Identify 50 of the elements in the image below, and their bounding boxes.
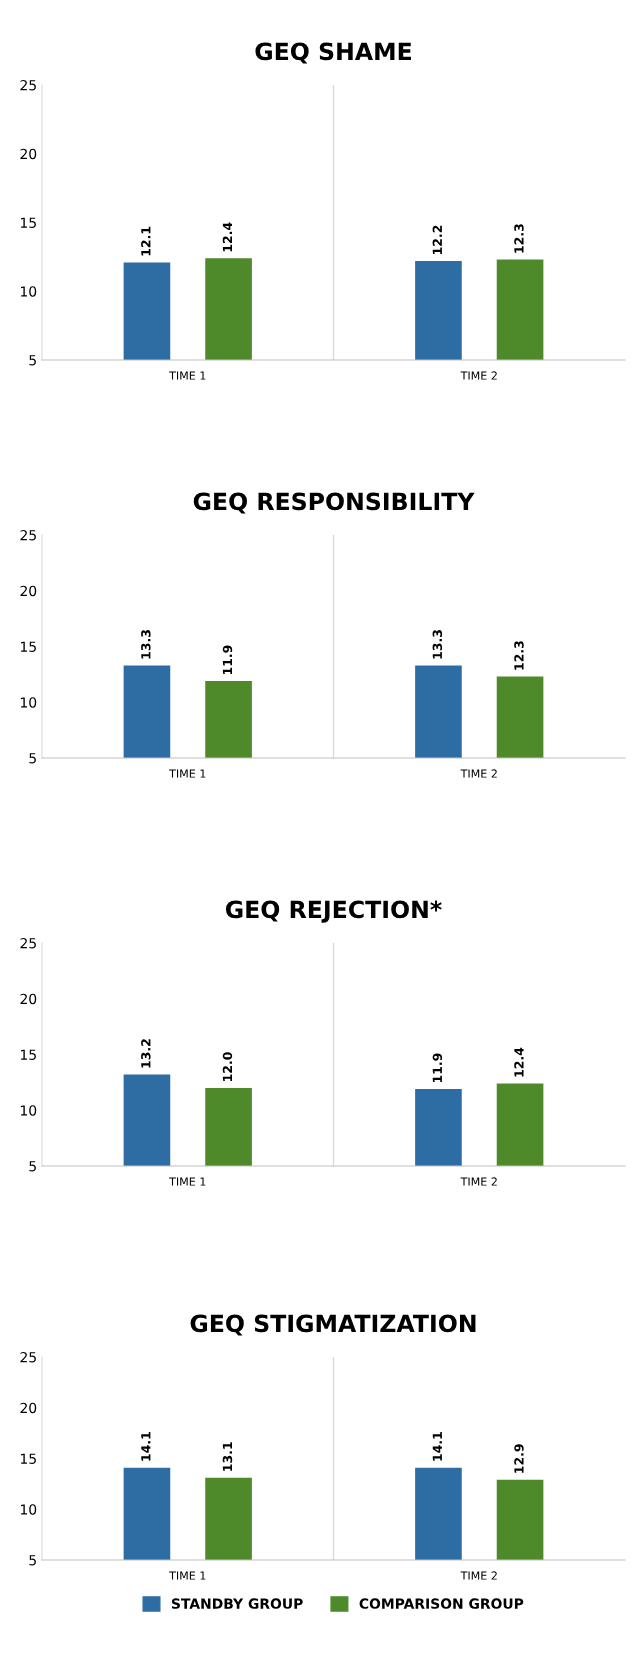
y-tick-label: 5 <box>29 355 36 366</box>
x-tick-label: TIME 1 <box>169 769 206 778</box>
data-label: 14.1 <box>432 1432 442 1461</box>
x-tick-label: TIME 1 <box>169 371 206 380</box>
y-tick-label: 25 <box>20 529 36 541</box>
y-tick-label: 10 <box>20 1105 37 1116</box>
y-tick-label: 15 <box>20 1049 36 1060</box>
x-tick-label: TIME 1 <box>169 1177 206 1186</box>
legend-label: STANDBY GROUP <box>171 1598 303 1609</box>
x-tick-label: TIME 2 <box>460 1571 497 1580</box>
legend-label: COMPARISON GROUP <box>359 1598 524 1609</box>
data-label: 13.3 <box>141 630 151 659</box>
data-label: 13.1 <box>222 1442 233 1471</box>
y-tick-label: 5 <box>29 1555 36 1566</box>
x-tick-label: TIME 2 <box>460 1177 497 1186</box>
y-tick-label: 25 <box>20 79 36 91</box>
data-label: 12.3 <box>514 224 524 253</box>
chart-title: GEQ REJECTION* <box>225 900 442 923</box>
y-tick-label: 10 <box>20 697 37 708</box>
y-tick-label: 25 <box>20 937 36 949</box>
y-tick-label: 5 <box>29 753 36 764</box>
y-tick-label: 15 <box>20 217 36 228</box>
data-label: 12.1 <box>141 226 151 256</box>
y-tick-label: 25 <box>20 1351 36 1363</box>
x-tick-label: TIME 2 <box>460 769 497 778</box>
chart-title: GEQ SHAME <box>255 42 411 64</box>
y-tick-label: 20 <box>20 993 37 1005</box>
x-tick-label: TIME 2 <box>460 371 497 380</box>
data-label: 13.2 <box>141 1039 151 1068</box>
y-tick-label: 20 <box>20 148 37 160</box>
y-tick-label: 5 <box>29 1161 36 1172</box>
data-label: 12.3 <box>514 641 524 670</box>
data-label: 12.4 <box>222 222 233 252</box>
data-label: 11.9 <box>222 645 233 675</box>
x-tick-label: TIME 1 <box>169 1571 206 1580</box>
y-tick-label: 15 <box>20 641 36 652</box>
chart-title: GEQ STIGMATIZATION <box>190 1314 476 1336</box>
y-tick-label: 10 <box>20 1504 37 1515</box>
data-label: 12.9 <box>514 1444 524 1473</box>
data-label: 12.0 <box>222 1052 233 1081</box>
y-tick-label: 20 <box>20 585 37 597</box>
y-tick-label: 20 <box>20 1402 37 1414</box>
y-tick-label: 10 <box>20 286 37 297</box>
data-label: 13.3 <box>432 630 443 659</box>
y-tick-label: 15 <box>20 1453 36 1464</box>
data-label: 11.9 <box>432 1053 443 1083</box>
data-label: 12.4 <box>514 1047 524 1077</box>
data-label: 12.2 <box>432 225 442 255</box>
data-label: 14.1 <box>141 1432 151 1461</box>
chart-title: GEQ RESPONSIBILITY <box>193 492 475 514</box>
